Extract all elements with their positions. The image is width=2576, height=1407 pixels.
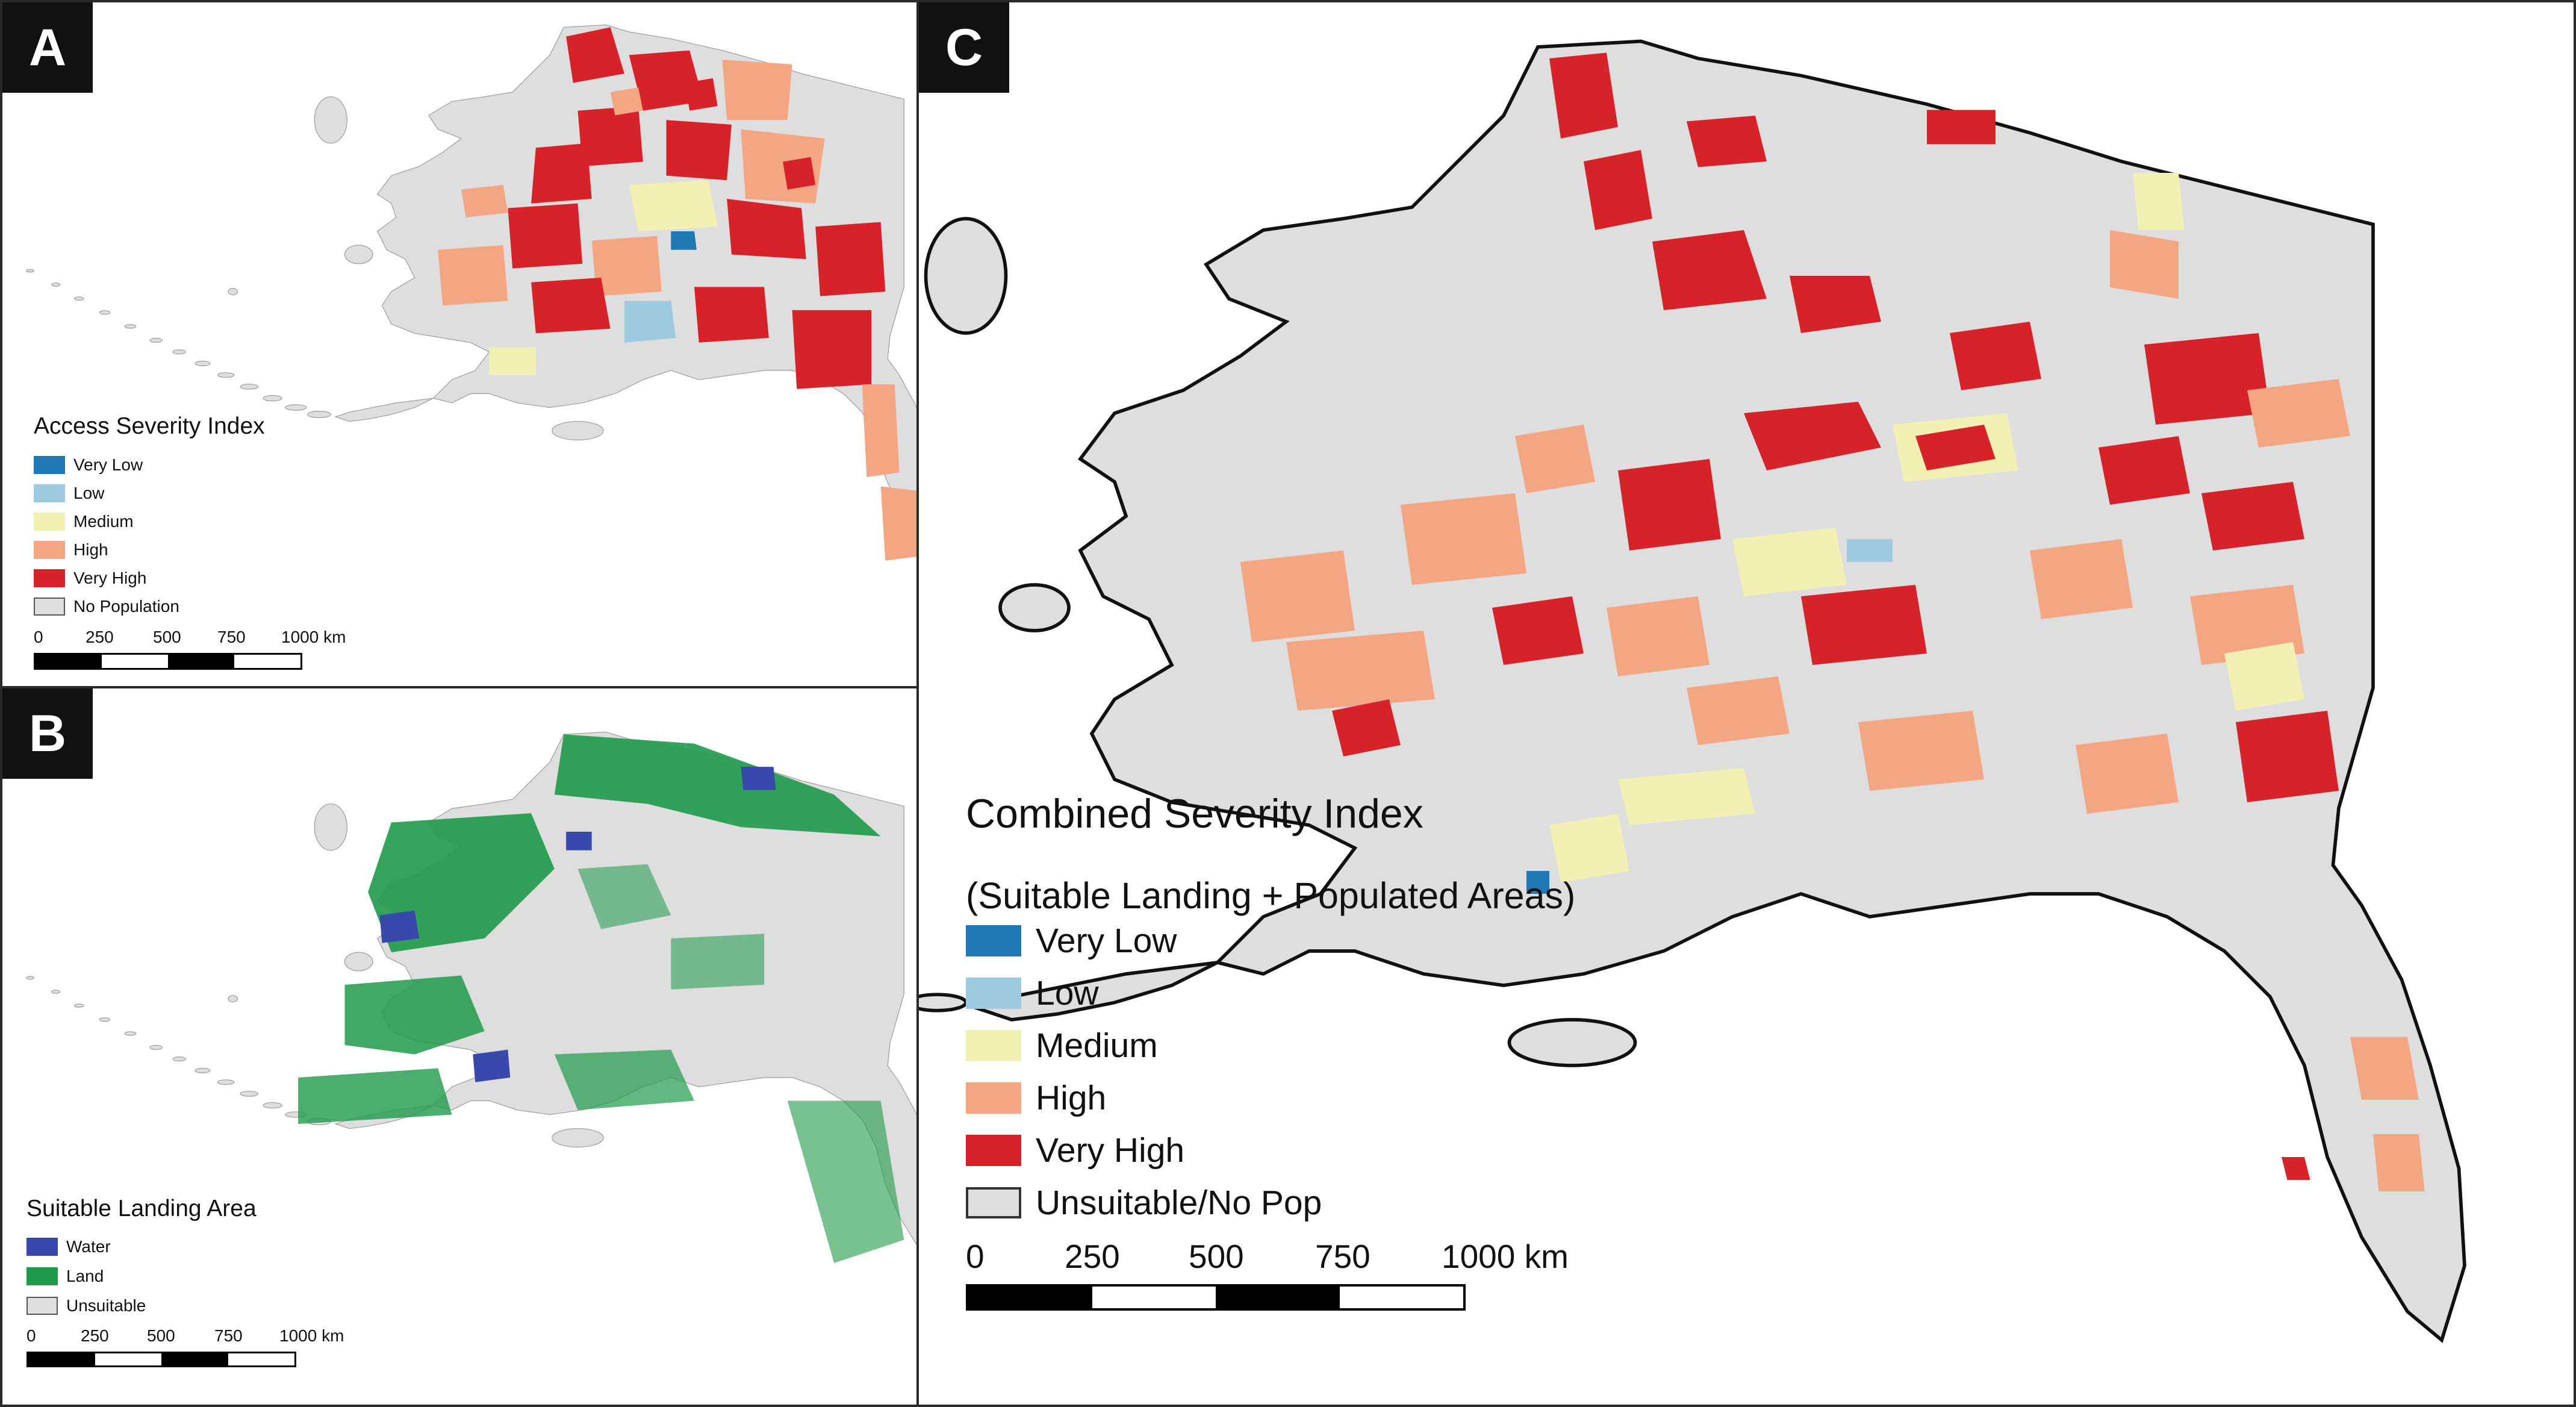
legend-item-very-low: Very Low (966, 914, 1628, 967)
scale-label-750: 750 (214, 1326, 243, 1345)
scale-bar-labels: 0 250 500 750 1000 km (26, 1326, 364, 1350)
legend-item-medium: Medium (34, 507, 371, 535)
legend-label: Water (66, 1237, 111, 1256)
legend-item-very-high: Very High (966, 1124, 1628, 1176)
scale-label-0: 0 (34, 628, 43, 646)
legend-item-very-low: Very Low (34, 451, 371, 479)
scale-label-1000km: 1000 km (1442, 1238, 1569, 1275)
panel-c-tag: C (919, 2, 1009, 93)
legend-swatch (966, 1029, 1021, 1061)
legend-subtitle: (Suitable Landing + Populated Areas) (966, 875, 1576, 916)
legend-label: Very Low (1036, 921, 1177, 960)
legend-item-low: Low (34, 479, 371, 507)
legend-item-water: Water (26, 1232, 364, 1261)
legend-swatch (34, 569, 65, 587)
legend-label: Medium (1036, 1026, 1158, 1065)
legend-swatch (966, 1134, 1021, 1166)
legend-swatch (966, 925, 1021, 956)
suitable-landing-map (26, 731, 916, 1263)
scale-bar (26, 1352, 296, 1367)
scale-label-1000km: 1000 km (281, 628, 346, 646)
severity-regions (438, 27, 916, 561)
legend-title: Access Severity Index (34, 413, 265, 439)
legend-label: Very High (73, 568, 147, 587)
legend-swatch (34, 484, 65, 502)
legend-item-no-population: No Population (34, 592, 371, 620)
legend-access-severity: Access Severity Index Very Low Low Mediu… (34, 413, 371, 670)
landing-regions (298, 734, 904, 1263)
legend-title: Combined Severity Index (966, 791, 1423, 837)
legend-swatch (26, 1296, 58, 1315)
legend-swatch (26, 1267, 58, 1285)
legend-swatch (966, 1187, 1021, 1218)
scale-label-0: 0 (966, 1238, 985, 1275)
legend-item-unsuitable: Unsuitable (26, 1291, 364, 1320)
legend-item-very-high: Very High (34, 564, 371, 592)
legend-combined-severity: Combined Severity Index (Suitable Landin… (966, 790, 1628, 1311)
legend-label: Land (66, 1266, 104, 1285)
scale-bar (34, 653, 302, 670)
legend-swatch (34, 455, 65, 474)
panel-b-tag: B (2, 688, 93, 779)
legend-label: Medium (73, 511, 134, 531)
legend-item-low: Low (966, 967, 1628, 1019)
legend-item-land: Land (26, 1261, 364, 1291)
scale-bar-labels: 0 250 500 750 1000 km (34, 628, 371, 652)
scale-label-0: 0 (26, 1326, 36, 1345)
legend-label: Low (73, 483, 105, 502)
scale-bar-labels: 0 250 500 750 1000 km (966, 1237, 1628, 1279)
legend-swatch (34, 597, 65, 616)
legend-item-high: High (34, 535, 371, 564)
legend-label: High (1036, 1078, 1107, 1117)
legend-title: Suitable Landing Area (26, 1196, 257, 1221)
legend-swatch (966, 1082, 1021, 1114)
legend-swatch (26, 1237, 58, 1256)
scale-label-500: 500 (147, 1326, 175, 1345)
panel-c-combined-severity-map: C (916, 0, 2576, 1407)
scale-label-250: 250 (1065, 1238, 1120, 1275)
combined-severity-map (919, 2, 2576, 1407)
combined-severity-regions (1240, 52, 2425, 1192)
legend-item-medium: Medium (966, 1019, 1628, 1072)
legend-swatch (966, 977, 1021, 1009)
legend-label: High (73, 540, 108, 559)
access-severity-map (26, 24, 916, 561)
legend-item-high: High (966, 1072, 1628, 1124)
scale-bar (966, 1284, 1466, 1311)
scale-label-250: 250 (81, 1326, 109, 1345)
panel-a-access-severity-map: A (0, 0, 919, 688)
scale-label-250: 250 (86, 628, 114, 646)
legend-label: Unsuitable/No Pop (1036, 1183, 1322, 1222)
legend-label: No Population (73, 596, 179, 616)
legend-label: Very High (1036, 1131, 1185, 1170)
legend-swatch (34, 540, 65, 559)
scale-label-750: 750 (1315, 1238, 1370, 1275)
panel-a-tag: A (2, 2, 93, 93)
scale-label-500: 500 (1189, 1238, 1244, 1275)
legend-label: Very Low (73, 455, 143, 474)
legend-item-unsuitable-no-pop: Unsuitable/No Pop (966, 1176, 1628, 1229)
legend-label: Low (1036, 973, 1099, 1012)
legend-label: Unsuitable (66, 1296, 146, 1315)
scale-label-500: 500 (153, 628, 181, 646)
legend-suitable-landing: Suitable Landing Area Water Land Unsuita… (26, 1196, 364, 1367)
legend-swatch (34, 512, 65, 531)
panel-b-suitable-landing-map: B Suitable Landing Area Water (0, 686, 919, 1407)
scale-label-750: 750 (217, 628, 246, 646)
scale-label-1000km: 1000 km (279, 1326, 344, 1345)
